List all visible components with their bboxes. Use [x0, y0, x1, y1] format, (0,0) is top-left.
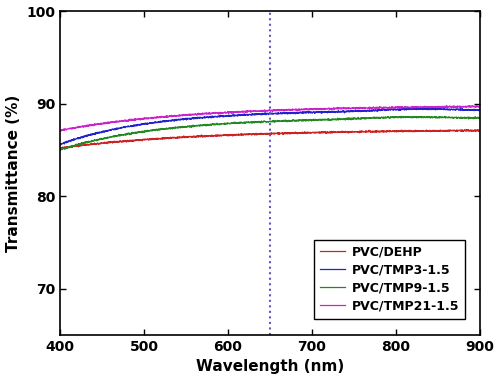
PVC/TMP9-1.5	[477, 116, 483, 120]
PVC/TMP21-1.5	[474, 103, 480, 108]
PVC/TMP9-1.5	[58, 148, 64, 152]
PVC/DEHP	[78, 143, 84, 147]
PVC/DEHP	[262, 131, 268, 136]
PVC/TMP3-1.5	[388, 107, 394, 112]
Legend: PVC/DEHP, PVC/TMP3-1.5, PVC/TMP9-1.5, PVC/TMP21-1.5: PVC/DEHP, PVC/TMP3-1.5, PVC/TMP9-1.5, PV…	[314, 239, 466, 319]
PVC/TMP3-1.5	[436, 106, 442, 110]
PVC/DEHP	[58, 146, 64, 151]
PVC/TMP21-1.5	[250, 109, 256, 114]
PVC/TMP9-1.5	[78, 141, 84, 145]
PVC/DEHP	[464, 127, 470, 132]
Y-axis label: Transmittance (%): Transmittance (%)	[6, 94, 20, 252]
PVC/TMP21-1.5	[388, 105, 394, 110]
PVC/TMP3-1.5	[78, 135, 84, 140]
PVC/DEHP	[477, 128, 483, 133]
PVC/TMP21-1.5	[464, 104, 470, 108]
PVC/DEHP	[57, 145, 63, 150]
Line: PVC/TMP21-1.5: PVC/TMP21-1.5	[60, 106, 480, 131]
PVC/TMP9-1.5	[465, 116, 471, 120]
PVC/TMP9-1.5	[465, 116, 471, 120]
PVC/TMP21-1.5	[57, 129, 63, 133]
PVC/TMP21-1.5	[261, 108, 267, 112]
Line: PVC/TMP9-1.5: PVC/TMP9-1.5	[60, 116, 480, 150]
PVC/TMP21-1.5	[465, 104, 471, 109]
Line: PVC/DEHP: PVC/DEHP	[60, 130, 480, 149]
PVC/TMP3-1.5	[262, 111, 268, 116]
PVC/TMP3-1.5	[465, 107, 471, 112]
PVC/TMP9-1.5	[399, 114, 405, 119]
PVC/TMP9-1.5	[250, 120, 256, 124]
PVC/DEHP	[465, 128, 471, 133]
PVC/TMP3-1.5	[58, 143, 64, 147]
PVC/DEHP	[388, 129, 394, 133]
Line: PVC/TMP3-1.5: PVC/TMP3-1.5	[60, 108, 480, 145]
PVC/TMP9-1.5	[388, 115, 394, 120]
PVC/TMP9-1.5	[262, 119, 268, 124]
PVC/TMP21-1.5	[477, 105, 483, 109]
PVC/DEHP	[465, 128, 471, 133]
PVC/TMP9-1.5	[57, 148, 63, 152]
PVC/TMP3-1.5	[465, 108, 471, 112]
PVC/DEHP	[250, 132, 256, 136]
PVC/TMP3-1.5	[477, 108, 483, 113]
PVC/TMP3-1.5	[57, 142, 63, 146]
PVC/TMP21-1.5	[78, 124, 84, 129]
X-axis label: Wavelength (nm): Wavelength (nm)	[196, 359, 344, 374]
PVC/TMP3-1.5	[250, 112, 256, 117]
